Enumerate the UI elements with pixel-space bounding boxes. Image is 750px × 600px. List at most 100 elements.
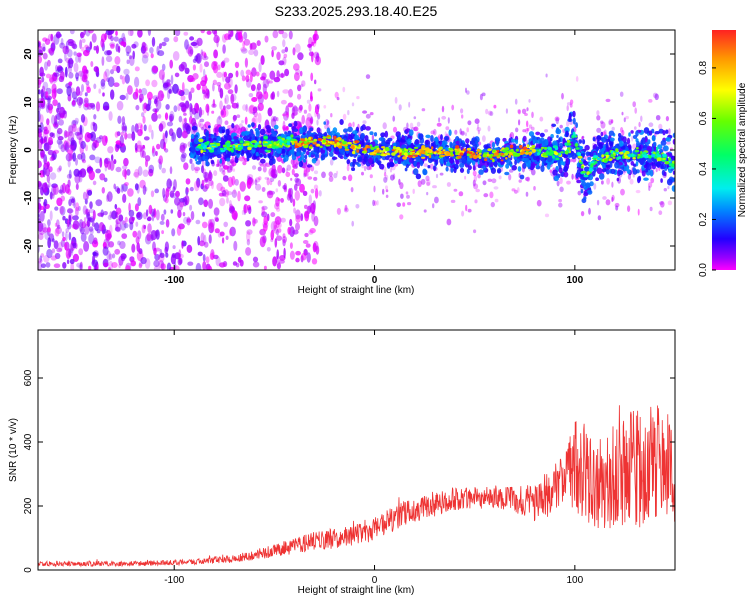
noise-point bbox=[232, 168, 236, 172]
noise-point bbox=[223, 164, 229, 170]
ridge-point bbox=[442, 144, 446, 149]
noise-point bbox=[182, 212, 186, 217]
noise-point bbox=[264, 35, 269, 43]
noise-point bbox=[273, 76, 281, 83]
noise-point bbox=[423, 163, 428, 167]
noise-point bbox=[113, 36, 119, 42]
noise-point bbox=[555, 117, 559, 125]
noise-point bbox=[241, 120, 244, 124]
noise-point bbox=[266, 78, 270, 85]
noise-point bbox=[282, 233, 286, 239]
noise-point bbox=[114, 131, 119, 138]
noise-point bbox=[650, 177, 655, 184]
ridge-core-point bbox=[319, 145, 323, 148]
ridge-core-point bbox=[538, 149, 542, 152]
noise-point bbox=[509, 169, 514, 173]
ridge-core-point bbox=[284, 139, 287, 144]
ridge-point bbox=[205, 158, 209, 166]
noise-point bbox=[58, 119, 64, 126]
ridge-point bbox=[334, 147, 340, 152]
ridge-core-point bbox=[384, 147, 390, 152]
noise-point bbox=[316, 52, 320, 63]
noise-point bbox=[84, 44, 89, 49]
noise-point bbox=[110, 89, 115, 100]
noise-point bbox=[306, 252, 311, 263]
noise-point bbox=[238, 123, 244, 131]
noise-point bbox=[168, 113, 174, 122]
ridge-core-point bbox=[286, 136, 292, 140]
ridge-point bbox=[572, 110, 576, 118]
ridge-core-point bbox=[333, 143, 337, 148]
noise-point bbox=[157, 50, 165, 57]
noise-point bbox=[121, 233, 128, 240]
ridge-point bbox=[583, 192, 589, 197]
noise-point bbox=[134, 66, 140, 72]
ridge-core-point bbox=[258, 140, 262, 144]
noise-point bbox=[234, 61, 240, 69]
noise-point bbox=[73, 51, 77, 56]
noise-point bbox=[90, 61, 94, 67]
ridge-core-point bbox=[394, 150, 398, 154]
ridge-core-point bbox=[478, 155, 482, 160]
noise-point bbox=[167, 89, 171, 100]
noise-point bbox=[84, 198, 88, 205]
ridge-core-point bbox=[381, 146, 386, 149]
noise-point bbox=[189, 204, 193, 211]
noise-point bbox=[314, 79, 317, 85]
noise-point bbox=[197, 251, 203, 257]
noise-point bbox=[146, 233, 152, 242]
ridge-point bbox=[272, 158, 276, 165]
noise-point bbox=[68, 169, 72, 179]
ridge-point bbox=[379, 163, 385, 170]
ridge-core-point bbox=[476, 148, 481, 152]
ridge-point bbox=[358, 156, 362, 161]
noise-point bbox=[48, 166, 53, 173]
noise-point bbox=[165, 104, 170, 110]
noise-point bbox=[274, 216, 282, 225]
ridge-point bbox=[267, 134, 270, 140]
noise-point bbox=[566, 120, 570, 127]
colorbar-tick-label: 0.6 bbox=[698, 111, 709, 125]
noise-point bbox=[39, 122, 44, 133]
noise-point bbox=[38, 203, 42, 213]
ridge-core-point bbox=[656, 146, 659, 151]
ridge-point bbox=[654, 131, 660, 135]
ridge-point bbox=[298, 160, 304, 168]
ridge-core-point bbox=[329, 141, 333, 144]
noise-point bbox=[224, 94, 229, 105]
ridge-point bbox=[605, 141, 609, 149]
noise-point bbox=[88, 233, 95, 245]
noise-point bbox=[126, 169, 131, 176]
noise-point bbox=[256, 40, 261, 47]
noise-point bbox=[294, 183, 298, 191]
noise-point bbox=[45, 123, 51, 135]
noise-point bbox=[254, 177, 261, 183]
noise-point bbox=[106, 191, 113, 202]
ridge-point bbox=[582, 139, 586, 145]
noise-point bbox=[189, 77, 196, 82]
noise-point bbox=[242, 104, 247, 111]
ridge-core-point bbox=[635, 147, 639, 150]
noise-point bbox=[317, 113, 321, 120]
noise-point bbox=[373, 185, 376, 193]
noise-point bbox=[434, 196, 439, 204]
ridge-core-point bbox=[482, 153, 487, 158]
noise-point bbox=[80, 31, 85, 39]
ridge-point bbox=[600, 131, 604, 137]
noise-point bbox=[189, 49, 194, 55]
noise-point bbox=[227, 89, 234, 95]
ridge-point bbox=[558, 137, 561, 143]
noise-point bbox=[221, 190, 227, 197]
noise-point bbox=[405, 191, 409, 195]
ridge-core-point bbox=[580, 165, 584, 169]
ridge-core-point bbox=[519, 144, 523, 149]
ridge-core-point bbox=[509, 144, 514, 149]
noise-point bbox=[75, 183, 79, 190]
ridge-point bbox=[565, 130, 569, 137]
noise-point bbox=[153, 98, 158, 105]
noise-point bbox=[208, 222, 215, 234]
noise-point bbox=[402, 202, 406, 207]
noise-point bbox=[71, 100, 76, 106]
noise-point bbox=[526, 176, 531, 182]
noise-point bbox=[294, 177, 300, 183]
